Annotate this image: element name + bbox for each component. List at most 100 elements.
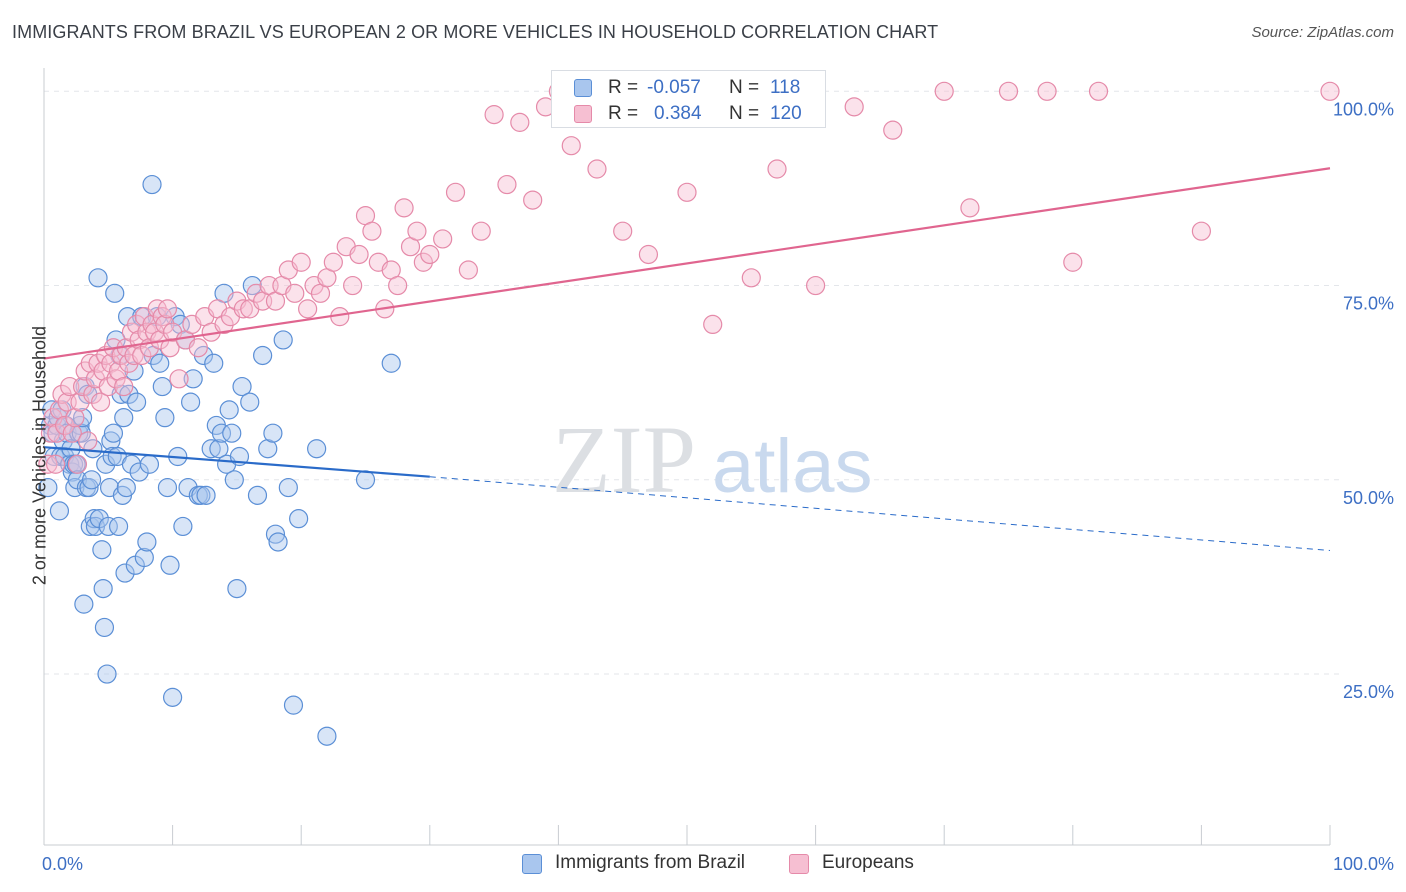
europeans-point-80 (362, 221, 382, 241)
trend-europeans (43, 167, 1331, 360)
brazil-point-2 (42, 400, 62, 420)
brazil-point-55 (115, 563, 135, 583)
brazil-point-7 (49, 501, 70, 521)
europeans-point-11 (65, 408, 85, 428)
brazil-point-97 (222, 423, 242, 443)
brazil-point-83 (181, 392, 201, 412)
europeans-point-77 (343, 275, 363, 296)
source-label: Source: ZipAtlas.com (1251, 24, 1394, 41)
europeans-point-88 (413, 252, 433, 272)
brazil-point-24 (72, 408, 93, 428)
brazil-point-89 (201, 439, 221, 459)
brazil-point-79 (170, 314, 190, 335)
brazil-point-76 (163, 687, 183, 707)
legend-r-value-brazil: -0.057 (647, 77, 701, 98)
legend-r-label: R = (608, 77, 639, 98)
europeans-point-97 (523, 190, 543, 210)
brazil-point-40 (96, 454, 116, 474)
europeans-point-120 (1320, 81, 1340, 101)
brazil-point-71 (150, 353, 170, 373)
watermark: ZIP atlas (552, 406, 873, 513)
europeans-point-18 (83, 384, 103, 404)
europeans-point-12 (67, 454, 88, 474)
brazil-point-37 (92, 540, 112, 560)
y-tick-label-0: 100.0% (1333, 99, 1394, 119)
trend-lines (43, 167, 1331, 552)
europeans-point-3 (45, 454, 66, 474)
y-tick-label-3: 25.0% (1343, 682, 1394, 702)
legend-n-label: N = (729, 103, 760, 124)
legend-row-europeans: R = 0.384 N = 120 (552, 101, 825, 127)
europeans-point-4 (47, 423, 67, 443)
europeans-point-30 (114, 376, 134, 397)
europeans-point-107 (703, 314, 723, 335)
europeans-point-91 (445, 182, 466, 202)
brazil-point-110 (273, 330, 293, 350)
brazil-point-72 (152, 376, 172, 397)
europeans-point-105 (638, 244, 659, 265)
brazil-point-0 (38, 477, 58, 498)
x-tick-label-0: 0.0% (42, 854, 83, 874)
europeans-point-87 (407, 221, 427, 241)
europeans-point-60 (233, 299, 253, 319)
europeans-point-2 (43, 408, 63, 428)
brazil-point-115 (307, 439, 327, 459)
bottom-legend-swatch-brazil (522, 854, 542, 874)
legend-swatch-europeans (574, 105, 592, 123)
europeans-point-110 (805, 275, 826, 296)
brazil-point-105 (253, 345, 273, 366)
bottom-legend-swatch-europeans (789, 854, 809, 874)
brazil-point-92 (209, 439, 229, 459)
axes (43, 68, 1331, 846)
brazil-point-29 (79, 477, 99, 498)
brazil-point-46 (103, 423, 124, 443)
europeans-point-84 (388, 275, 408, 296)
brazil-point-65 (134, 547, 154, 568)
brazil-point-75 (160, 555, 180, 575)
europeans-point-104 (613, 221, 633, 241)
watermark-zip: ZIP (552, 406, 696, 513)
europeans-point-93 (471, 221, 491, 241)
trend-brazil-dashed (429, 476, 1331, 552)
europeans-point-47 (157, 299, 178, 319)
brazil-point-101 (232, 376, 252, 397)
brazil-point-74 (157, 477, 178, 498)
europeans-point-0 (38, 454, 58, 474)
watermark-atlas: atlas (712, 424, 873, 509)
brazil-point-35 (88, 268, 108, 288)
brazil-point-63 (129, 462, 149, 482)
legend-n-value-brazil: 118 (770, 77, 801, 98)
europeans-point-46 (155, 314, 175, 335)
europeans-point-69 (291, 252, 311, 272)
brazil-point-117 (381, 353, 401, 373)
europeans-point-108 (741, 268, 761, 288)
brazil-point-93 (211, 423, 232, 443)
legend-row-brazil: R = -0.057 N = 118 (552, 75, 825, 101)
brazil-point-96 (219, 400, 239, 420)
brazil-point-108 (265, 524, 286, 544)
brazil-point-62 (126, 392, 147, 412)
brazil-point-73 (155, 408, 175, 428)
europeans-point-35 (126, 314, 147, 335)
europeans-point-28 (108, 361, 129, 381)
brazil-point-114 (317, 726, 337, 746)
europeans-point-7 (54, 415, 75, 436)
trend-brazil-solid (43, 446, 430, 478)
europeans-point-21 (90, 392, 111, 412)
europeans-point-57 (214, 314, 234, 335)
brazil-point-25 (74, 594, 94, 614)
europeans-point-78 (349, 244, 369, 265)
europeans-point-117 (1063, 252, 1083, 272)
europeans-point-90 (433, 229, 453, 249)
europeans-point-37 (132, 345, 152, 366)
europeans-point-92 (458, 260, 478, 280)
europeans-point-100 (561, 136, 581, 156)
legend-n-label: N = (729, 77, 760, 98)
europeans-point-48 (160, 338, 180, 358)
europeans-point-95 (497, 174, 517, 195)
europeans-point-89 (420, 244, 440, 265)
brazil-point-1 (40, 415, 61, 436)
europeans-point-119 (1191, 221, 1212, 241)
x-tick-label-1: 100.0% (1333, 854, 1394, 874)
